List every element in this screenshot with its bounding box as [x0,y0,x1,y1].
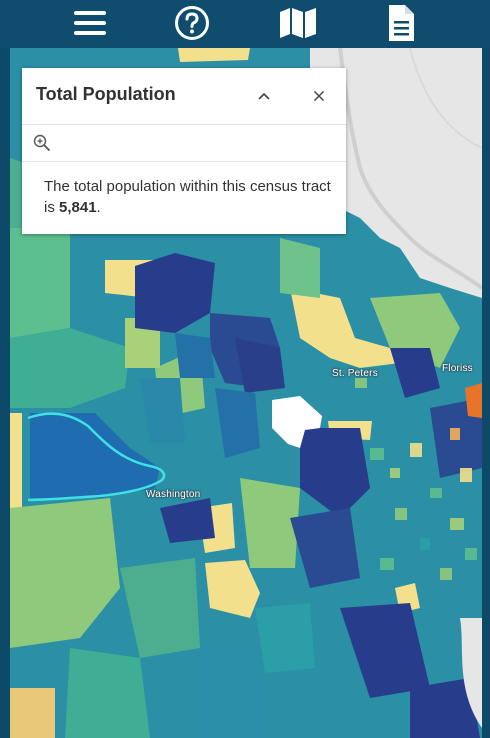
collapse-button[interactable] [249,82,279,110]
help-button[interactable] [170,2,214,44]
map-button[interactable] [276,2,320,44]
popup-toolbar [22,125,346,162]
map-frame-left [0,48,10,738]
menu-icon [74,11,106,35]
document-icon [389,5,414,41]
close-icon [313,90,325,102]
top-toolbar [0,0,490,48]
map-label-washington: Washington [146,489,201,500]
chevron-up-icon [258,92,270,100]
map-label-florissant: Floriss [442,363,473,374]
document-button[interactable] [379,2,423,44]
close-button[interactable] [304,82,334,110]
popup-content: The total population within this census … [44,176,334,218]
popup-title: Total Population [36,84,176,104]
popup-header: Total Population [22,68,346,125]
map-label-st-peters: St. Peters [332,368,378,379]
map-frame-right [482,48,490,738]
help-icon [175,6,209,40]
basemap-land [310,48,482,298]
population-value: 5,841 [59,199,97,216]
zoom-in-icon [33,134,51,152]
popup-body-text: The total population within this census … [44,178,331,216]
map-icon [280,8,316,38]
zoom-to-button[interactable] [30,131,54,155]
popup-body-suffix: . [96,199,101,216]
feature-popup: Total Population The total population wi… [22,68,346,234]
selected-census-tract[interactable] [272,396,322,448]
menu-button[interactable] [68,2,112,44]
